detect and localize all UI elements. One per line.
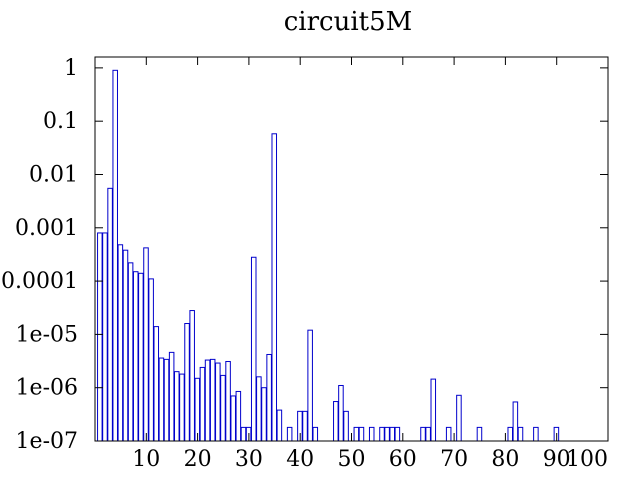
histogram-bar <box>507 426 514 442</box>
histogram-bar <box>132 271 139 442</box>
histogram-bar <box>194 377 201 442</box>
histogram-bar <box>379 426 385 442</box>
axes-group: 1e-07 1e-06 1e-05 0.0001 0.001 0.01 0.1 1 10 20 30… <box>1 56 609 472</box>
histogram-bar <box>312 426 319 442</box>
y-tick-label: 1 <box>64 56 78 81</box>
y-tick-label: 0.01 <box>29 162 78 187</box>
x-tick-label: 50 <box>338 447 366 472</box>
histogram-bar <box>307 329 313 442</box>
histogram-bar <box>220 374 226 442</box>
y-tick-label: 1e-07 <box>16 429 78 454</box>
histogram-bar <box>256 376 262 442</box>
y-tick-label: 0.0001 <box>1 269 78 294</box>
histogram-bar <box>143 247 149 442</box>
histogram-bar <box>102 232 108 442</box>
x-tick-label: 100 <box>566 447 608 472</box>
x-tick-label: 90 <box>543 447 571 472</box>
histogram-bar <box>179 373 185 442</box>
histogram-bar <box>425 426 431 442</box>
histogram-bar <box>343 410 349 442</box>
histogram-bar <box>127 262 134 442</box>
histogram-bar <box>286 426 293 442</box>
histogram-bar <box>163 358 170 442</box>
histogram-bar <box>368 426 375 442</box>
histogram-bar <box>338 384 344 442</box>
histogram-bar <box>209 358 216 442</box>
histogram-bar <box>107 187 113 442</box>
histogram-bar <box>445 426 452 442</box>
histogram-bar <box>394 426 401 442</box>
histogram-bar <box>153 326 160 442</box>
x-tick-label: 40 <box>286 447 314 472</box>
histogram-bar <box>112 69 118 442</box>
histogram-bar <box>430 378 437 442</box>
histogram-bar <box>184 323 190 442</box>
histogram-bar <box>333 401 339 442</box>
histogram-bar <box>174 371 180 442</box>
histogram-bar <box>122 249 129 442</box>
histogram-bar <box>517 426 524 442</box>
bars-group <box>97 69 560 442</box>
histogram-bar <box>204 359 211 442</box>
histogram-bar <box>230 395 236 442</box>
y-tick-label: 0.1 <box>43 109 78 134</box>
x-tick-label: 60 <box>389 447 417 472</box>
x-tick-label: 30 <box>235 447 263 472</box>
plot-frame <box>94 56 609 442</box>
histogram-bar <box>97 232 103 442</box>
histogram-bar <box>215 362 221 442</box>
histogram-bar <box>168 351 175 442</box>
histogram-bar <box>235 390 242 442</box>
histogram-bar <box>420 426 426 442</box>
histogram-bar <box>138 272 144 442</box>
y-tick-label: 0.001 <box>15 216 78 241</box>
histogram-bar <box>476 426 483 442</box>
histogram-bar <box>353 426 360 442</box>
histogram-bar <box>389 426 396 442</box>
chart-title: circuit5M <box>284 7 413 37</box>
histogram-bar <box>158 357 165 442</box>
histogram-bar <box>271 133 278 442</box>
histogram-bar <box>240 426 247 442</box>
x-tick-label: 20 <box>184 447 212 472</box>
histogram-bar <box>456 394 462 442</box>
histogram-bar <box>117 244 124 442</box>
y-tick-label: 1e-06 <box>16 376 78 401</box>
histogram-bar <box>276 409 283 442</box>
histogram-bar <box>266 353 272 442</box>
x-tick-label: 80 <box>491 447 519 472</box>
histogram-bar <box>189 310 195 442</box>
histogram-bar <box>358 426 365 442</box>
histogram-bar <box>250 256 257 442</box>
x-tick-label: 10 <box>132 447 160 472</box>
histogram-bar <box>533 426 539 442</box>
histogram-bar <box>302 410 308 442</box>
y-tick-label: 1e-05 <box>16 322 78 347</box>
x-tick-label: 70 <box>440 447 468 472</box>
histogram-bar <box>512 401 519 442</box>
histogram-bar <box>384 426 390 442</box>
histogram-bar <box>199 366 206 442</box>
histogram-bar <box>261 387 267 442</box>
histogram-bar <box>148 278 154 442</box>
histogram-bar <box>225 361 231 442</box>
